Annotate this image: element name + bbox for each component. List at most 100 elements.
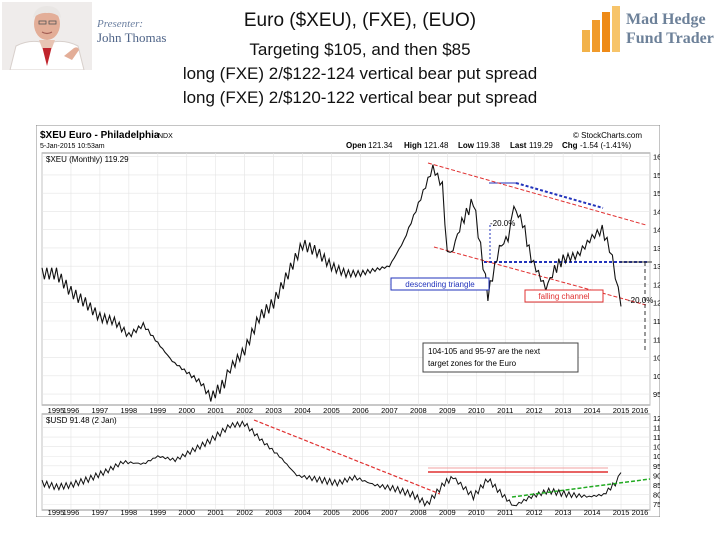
y-tick-label-usd: 110 — [653, 433, 660, 442]
x-tick-label: 2016 — [632, 508, 649, 517]
x-tick-label: 2013 — [555, 508, 572, 517]
chart-credit: © StockCharts.com — [573, 131, 642, 140]
svg-text:Last: Last — [510, 141, 527, 150]
x-tick-label: 2009 — [439, 406, 456, 415]
usd-legend: $USD 91.48 (2 Jan) — [46, 416, 117, 425]
x-tick-label: 2012 — [526, 406, 543, 415]
pct-move-right: -20.0% — [628, 296, 653, 305]
x-tick-label: 2005 — [323, 406, 340, 415]
x-tick-label: 2012 — [526, 508, 543, 517]
y-tick-label-usd: 95 — [653, 462, 660, 471]
y-tick-label: 150 — [653, 189, 660, 198]
x-tick-label: 2013 — [555, 406, 572, 415]
y-tick-label: 95 — [653, 390, 660, 399]
x-tick-label: 2011 — [497, 406, 513, 415]
y-tick-label: 115 — [653, 317, 660, 326]
x-tick-label: 2008 — [410, 508, 427, 517]
x-tick-label: 2005 — [323, 508, 340, 517]
x-tick-label: 2011 — [497, 508, 513, 517]
y-tick-label-usd: 105 — [653, 443, 660, 452]
x-tick-label: 2014 — [584, 406, 601, 415]
x-tick-label: 2001 — [207, 508, 224, 517]
x-tick-label: 1999 — [149, 508, 166, 517]
usd-trend-lines — [253, 419, 651, 498]
y-tick-label-usd: 90 — [653, 471, 660, 480]
y-tick-label: 135 — [653, 244, 660, 253]
usd-plot-area — [41, 413, 651, 511]
subtitle-spread-1: long (FXE) 2/$122-124 vertical bear put … — [182, 64, 538, 83]
x-tick-label: 1996 — [63, 406, 80, 415]
x-tick-label: 2002 — [236, 406, 253, 415]
euro-price-line — [41, 164, 622, 402]
y-tick-label: 155 — [653, 171, 660, 180]
mad-hedge-logo: Mad Hedge Fund Trader — [580, 4, 716, 56]
x-tick-label: 1995 — [48, 508, 65, 517]
target-note-line-1: 104-105 and 95-97 are the next — [428, 347, 541, 356]
svg-text:Chg: Chg — [562, 141, 578, 150]
quote-open: 121.34 — [368, 141, 393, 150]
x-tick-label: 2003 — [265, 508, 282, 517]
x-tick-label: 2002 — [236, 508, 253, 517]
x-tick-label: 2006 — [352, 508, 369, 517]
presenter-label: Presenter: — [97, 18, 144, 30]
x-tick-label: 2001 — [207, 406, 224, 415]
target-note-line-2: target zones for the Euro — [428, 359, 517, 368]
x-tick-label: 1999 — [149, 406, 166, 415]
quote-last: 119.29 — [529, 141, 553, 150]
main-chart-title: $XEU Euro - Philadelphia — [40, 130, 160, 141]
y-tick-label-usd: 100 — [653, 452, 660, 461]
x-tick-label: 2007 — [381, 406, 398, 415]
descending-triangle-label: descending triangle — [405, 280, 475, 289]
stockcharts-panel: $XEU Euro - Philadelphia NDX © StockChar… — [36, 125, 660, 517]
y-axis-labels-main: 95 100 105 110 115 120 125 130 135 140 145 150 155 16… — [653, 153, 660, 399]
svg-text:High: High — [404, 141, 422, 150]
y-tick-label-usd: 80 — [653, 491, 660, 500]
x-tick-label: 1997 — [92, 406, 109, 415]
y-tick-label-usd: 85 — [653, 481, 660, 490]
x-tick-label: 1995 — [48, 406, 65, 415]
y-tick-label-usd: 120 — [653, 414, 660, 423]
target-zone-note — [422, 342, 579, 373]
y-tick-label-usd: 75 — [653, 500, 660, 509]
x-tick-label: 2014 — [584, 508, 601, 517]
svg-text:Low: Low — [458, 141, 475, 150]
quote-row: Open 121.34 High 121.48 Low 119.38 Last … — [346, 141, 631, 150]
subtitle-target: Targeting $105, and then $85 — [249, 40, 471, 59]
x-tick-label: 1996 — [63, 508, 80, 517]
usd-index-line — [41, 420, 622, 507]
y-axis-labels-usd: 7580859095100105110115120 — [653, 414, 660, 509]
subtitle-spread-2: long (FXE) 2/$120-122 vertical bear put … — [182, 88, 538, 107]
y-tick-label: 130 — [653, 262, 660, 271]
x-tick-label: 2000 — [178, 406, 195, 415]
falling-channel-box — [524, 289, 604, 303]
descending-triangle-box — [390, 277, 490, 291]
presenter-name: John Thomas — [97, 30, 167, 45]
presenter-block: Presenter: John Thomas — [0, 0, 200, 70]
main-legend: $XEU (Monthly) 119.29 — [46, 155, 129, 164]
slide-title: Euro ($XEU), (FXE), (EUO) — [243, 10, 477, 31]
x-tick-label: 2000 — [178, 508, 195, 517]
x-tick-label: 2003 — [265, 406, 282, 415]
quote-low: 119.38 — [476, 141, 500, 150]
y-tick-label: 160 — [653, 153, 660, 162]
y-tick-label: 140 — [653, 226, 660, 235]
x-tick-label: 2007 — [381, 508, 398, 517]
usd-index-series — [41, 420, 622, 507]
x-tick-label: 1998 — [121, 508, 138, 517]
logo-line-1: Mad Hedge — [626, 11, 706, 28]
y-tick-label: 145 — [653, 207, 660, 216]
main-chart-exchange: NDX — [158, 133, 173, 140]
x-tick-label: 2006 — [352, 406, 369, 415]
y-tick-label: 120 — [653, 299, 660, 308]
grid-lines — [41, 153, 651, 510]
quote-high: 121.48 — [424, 141, 449, 150]
x-tick-label: 2004 — [294, 508, 311, 517]
y-tick-label: 125 — [653, 280, 660, 289]
bar-chart-logo-icon — [582, 6, 620, 52]
pct-move-mid: -20.0% — [490, 219, 515, 228]
x-tick-label: 2010 — [468, 406, 485, 415]
y-tick-label-usd: 115 — [653, 423, 660, 432]
x-tick-label: 2010 — [468, 508, 485, 517]
